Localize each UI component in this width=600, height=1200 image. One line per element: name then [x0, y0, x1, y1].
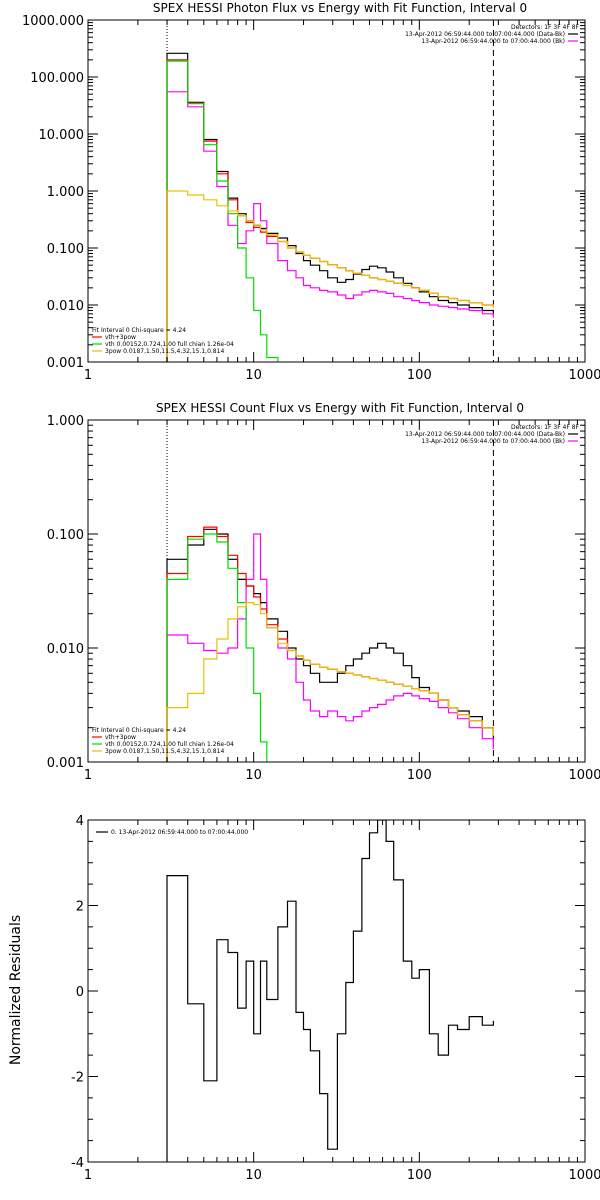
photon-flux-panel: SPEX HESSI Photon Flux vs Energy with Fi… [22, 1, 600, 383]
legend-header: Detectors: 1F 3F 4F 8F [511, 24, 580, 31]
x-tick-label: 1000 [568, 768, 600, 783]
series-red [166, 59, 494, 362]
legend-entry: 0. 13-Apr-2012 06:59:44.000 to 07:00:44.… [111, 829, 248, 836]
fit-legend-entry: 3pow 0.0187,1.50,11.5,4.32,15.1,0.814 [105, 748, 224, 755]
fit-legend-entry: 3pow 0.0187,1.50,11.5,4.32,15.1,0.814 [105, 348, 224, 355]
x-tick-label: 1 [84, 768, 92, 783]
panel-title: SPEX HESSI Photon Flux vs Energy with Fi… [153, 1, 527, 15]
y-tick-label: 0.001 [47, 756, 84, 771]
series-magenta [166, 91, 494, 362]
axes-frame [87, 819, 586, 1163]
x-tick-label: 1000 [568, 1168, 600, 1183]
fit-legend-entry: vth+3pow [105, 734, 136, 741]
legend-entry: 13-Apr-2012 06:59:44.000 to 07:00:44.000… [421, 438, 565, 445]
series-black [166, 52, 494, 362]
axes-frame [87, 419, 586, 763]
x-tick-label: 1 [84, 1168, 92, 1183]
series-black [166, 820, 494, 1162]
y-tick-label: 4 [76, 814, 84, 829]
series-yellow [166, 190, 494, 362]
y-tick-label: 2 [76, 900, 84, 915]
y-tick-label: 10.000 [39, 128, 85, 143]
fit-legend-header: Fit Interval 0 Chi-square = 4.24 [92, 327, 186, 334]
x-tick-label: 1000 [568, 368, 600, 383]
y-tick-label: 0.001 [47, 356, 84, 371]
y-tick-label: 1.000 [47, 414, 84, 429]
fit-legend-entry: vth 0.00152,0.724,1.00 full chian 1.26e-… [105, 741, 234, 748]
y-tick-label: 100.000 [30, 71, 84, 86]
y-tick-label: -4 [71, 1156, 84, 1171]
y-tick-label: 0.010 [47, 299, 84, 314]
plot-area: 1 10 100 1000 0.001 0.010 0.100 1.000 10.000 100.… [22, 14, 600, 383]
series-black [166, 528, 494, 762]
series-yellow [166, 602, 494, 762]
x-tick-label: 100 [407, 1168, 432, 1183]
x-tick-label: 10 [245, 768, 262, 783]
count-flux-panel: SPEX HESSI Count Flux vs Energy with Fit… [47, 401, 600, 783]
axes-frame [87, 19, 586, 363]
y-tick-label: 0.100 [47, 528, 84, 543]
series-magenta [166, 533, 494, 762]
x-tick-label: 10 [245, 368, 262, 383]
legend-entry: 13-Apr-2012 06:59:44.000 to 07:00:44.000… [405, 31, 565, 38]
legend-entry: 13-Apr-2012 06:59:44.000 to 07:00:44.000… [405, 431, 565, 438]
legend-entry: 13-Apr-2012 06:59:44.000 to 07:00:44.000… [421, 38, 565, 45]
series-green [166, 60, 297, 362]
y-tick-label: 0 [76, 985, 84, 1000]
y-tick-label: 0.100 [47, 242, 84, 257]
plot-area: 1 10 100 1000 0.001 0.010 0.100 1.000 Detectors:… [47, 414, 600, 783]
y-axis-label: Normalized Residuals [8, 915, 24, 1065]
legend-header: Detectors: 1F 3F 4F 8F [511, 424, 580, 431]
y-tick-label: 0.010 [47, 642, 84, 657]
series-green [166, 533, 279, 762]
y-tick-label: 1000.000 [22, 14, 84, 29]
series-red [166, 526, 494, 762]
residuals-panel: Normalized Residuals 1 10 100 1000 -4 -2 0 2 4 0.… [8, 814, 600, 1183]
x-tick-label: 100 [407, 368, 432, 383]
fit-legend-header: Fit Interval 0 Chi-square = 4.24 [92, 727, 186, 734]
panel-title: SPEX HESSI Count Flux vs Energy with Fit… [156, 401, 524, 415]
x-tick-label: 10 [245, 1168, 262, 1183]
plot-area: 1 10 100 1000 -4 -2 0 2 4 0. 13-Apr-2012 06:59:44… [71, 814, 600, 1183]
y-tick-label: -2 [71, 1071, 84, 1086]
fit-legend-entry: vth+3pow [105, 334, 136, 341]
x-tick-label: 100 [407, 768, 432, 783]
y-tick-label: 1.000 [47, 185, 84, 200]
fit-legend-entry: vth 0.00152,0.724,1.00 full chian 1.26e-… [105, 341, 234, 348]
x-tick-label: 1 [84, 368, 92, 383]
